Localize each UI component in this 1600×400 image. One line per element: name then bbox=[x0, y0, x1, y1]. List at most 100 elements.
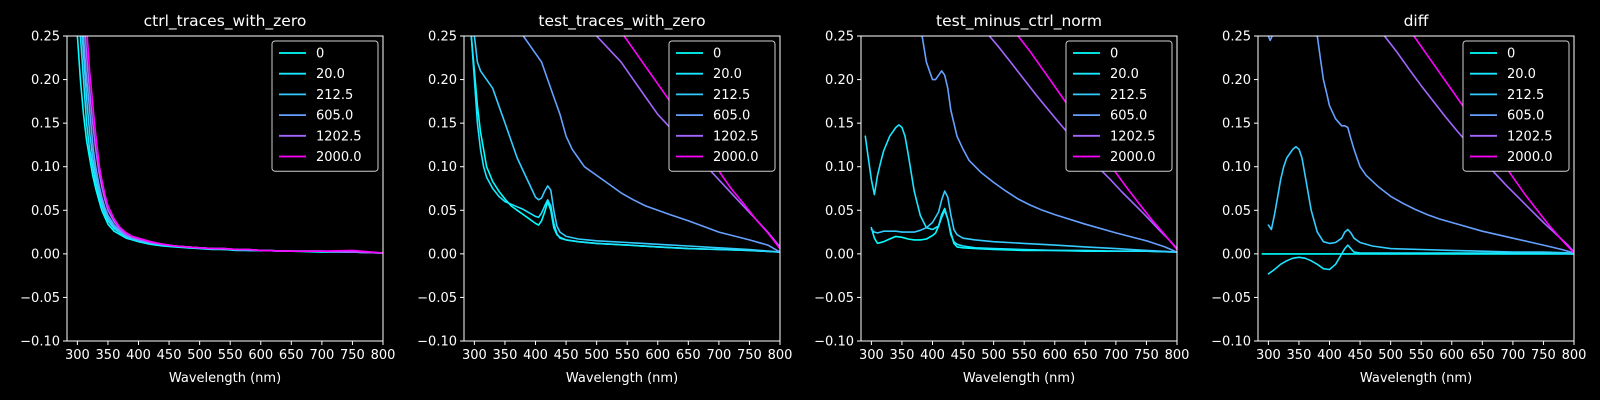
series-line-605.0 bbox=[522, 36, 780, 253]
plot-area bbox=[76, 36, 383, 254]
y-tick-label: 0.10 bbox=[1222, 160, 1251, 175]
x-tick-label: 500 bbox=[584, 348, 609, 363]
x-tick-label: 300 bbox=[859, 348, 884, 363]
y-tick-label: 0.00 bbox=[428, 247, 457, 262]
axes-frame bbox=[1257, 35, 1575, 342]
y-tick-label: 0.25 bbox=[31, 30, 60, 45]
y-tick-label: 0.25 bbox=[1222, 30, 1251, 45]
chart-title: ctrl_traces_with_zero bbox=[144, 12, 307, 31]
x-tick-label: 650 bbox=[1470, 348, 1495, 363]
x-axis-label: Wavelength (nm) bbox=[566, 371, 678, 386]
x-tick-label: 550 bbox=[218, 348, 243, 363]
y-tick-label: 0.25 bbox=[825, 30, 854, 45]
y-tick-label: 0.10 bbox=[428, 160, 457, 175]
y-tick-label: 0.05 bbox=[428, 204, 457, 219]
legend-label: 1202.5 bbox=[1110, 129, 1156, 144]
x-tick-label: 400 bbox=[523, 348, 548, 363]
x-tick-label: 700 bbox=[1500, 348, 1525, 363]
legend-label: 212.5 bbox=[1110, 88, 1147, 103]
legend-label: 212.5 bbox=[713, 88, 750, 103]
x-tick-label: 750 bbox=[737, 348, 762, 363]
y-tick-label: 0.15 bbox=[1222, 117, 1251, 132]
legend-label: 2000.0 bbox=[1507, 150, 1553, 165]
series-line-20.0 bbox=[1267, 244, 1574, 275]
axes-frame bbox=[66, 35, 384, 342]
chart-panel-3: 300 350 400 450 500 550 600 650 700 750 800 −0.10 −0… bbox=[814, 12, 1189, 386]
x-tick-label: 300 bbox=[65, 348, 90, 363]
series-line-20.0 bbox=[864, 124, 1177, 253]
y-tick-label: −0.10 bbox=[417, 335, 457, 350]
y-tick-label: 0.05 bbox=[825, 204, 854, 219]
legend-label: 20.0 bbox=[713, 67, 742, 82]
x-tick-label: 800 bbox=[1165, 348, 1190, 363]
y-tick-label: −0.10 bbox=[814, 335, 854, 350]
y-tick-label: −0.10 bbox=[20, 335, 60, 350]
legend-label: 605.0 bbox=[1507, 109, 1544, 124]
y-tick-label: −0.05 bbox=[20, 291, 60, 306]
legend-label: 2000.0 bbox=[316, 150, 362, 165]
y-tick-label: 0.00 bbox=[825, 247, 854, 262]
legend-label: 2000.0 bbox=[1110, 150, 1156, 165]
x-tick-label: 600 bbox=[1439, 348, 1464, 363]
x-tick-label: 400 bbox=[126, 348, 151, 363]
x-tick-label: 750 bbox=[340, 348, 365, 363]
series-line-605.0 bbox=[921, 36, 1177, 253]
x-tick-label: 450 bbox=[554, 348, 579, 363]
legend-label: 0 bbox=[316, 47, 324, 62]
legend-label: 0 bbox=[713, 47, 721, 62]
plot-area bbox=[1261, 36, 1574, 275]
x-tick-label: 350 bbox=[493, 348, 518, 363]
x-tick-label: 450 bbox=[1348, 348, 1373, 363]
series-line-212.5 bbox=[473, 36, 780, 253]
x-tick-label: 500 bbox=[1378, 348, 1403, 363]
x-tick-label: 600 bbox=[645, 348, 670, 363]
x-tick-label: 350 bbox=[96, 348, 121, 363]
legend-label: 605.0 bbox=[713, 109, 750, 124]
y-tick-label: −0.10 bbox=[1211, 335, 1251, 350]
series-line-605.0 bbox=[1267, 36, 1574, 254]
y-tick-label: 0.00 bbox=[31, 247, 60, 262]
legend-label: 0 bbox=[1110, 47, 1118, 62]
x-tick-label: 350 bbox=[890, 348, 915, 363]
legend-label: 1202.5 bbox=[316, 129, 362, 144]
x-tick-label: 400 bbox=[920, 348, 945, 363]
x-tick-label: 800 bbox=[768, 348, 793, 363]
legend-label: 212.5 bbox=[1507, 88, 1544, 103]
y-tick-label: −0.05 bbox=[814, 291, 854, 306]
x-tick-label: 600 bbox=[248, 348, 273, 363]
legend-label: 1202.5 bbox=[1507, 129, 1553, 144]
chart-title: test_traces_with_zero bbox=[538, 12, 705, 31]
x-tick-label: 300 bbox=[462, 348, 487, 363]
x-tick-label: 800 bbox=[371, 348, 396, 363]
chart-panel-4: 300 350 400 450 500 550 600 650 700 750 800 −0.10 −0… bbox=[1211, 12, 1586, 386]
legend: 0 20.0 212.5 605.0 1202.5 2000.0 bbox=[271, 40, 379, 172]
y-tick-label: 0.05 bbox=[1222, 204, 1251, 219]
legend: 0 20.0 212.5 605.0 1202.5 2000.0 bbox=[668, 40, 776, 172]
x-tick-label: 750 bbox=[1531, 348, 1556, 363]
chart-panel-1: 300 350 400 450 500 550 600 650 700 750 800 −0.10 −0… bbox=[20, 12, 395, 386]
legend-label: 605.0 bbox=[316, 109, 353, 124]
series-line-20.0 bbox=[470, 36, 780, 253]
x-axis-label: Wavelength (nm) bbox=[1360, 371, 1472, 386]
chart-title: diff bbox=[1404, 12, 1429, 30]
legend-label: 1202.5 bbox=[713, 129, 759, 144]
y-tick-label: 0.20 bbox=[1222, 73, 1251, 88]
x-tick-label: 400 bbox=[1317, 348, 1342, 363]
x-axis-label: Wavelength (nm) bbox=[963, 371, 1075, 386]
x-tick-label: 450 bbox=[951, 348, 976, 363]
x-tick-label: 550 bbox=[1012, 348, 1037, 363]
legend-label: 605.0 bbox=[1110, 109, 1147, 124]
y-tick-label: 0.15 bbox=[428, 117, 457, 132]
plot-area bbox=[864, 36, 1177, 253]
series-line-212.5 bbox=[870, 190, 1177, 253]
y-tick-label: −0.05 bbox=[417, 291, 457, 306]
x-tick-label: 700 bbox=[1103, 348, 1128, 363]
x-tick-label: 550 bbox=[1409, 348, 1434, 363]
series-line-0 bbox=[870, 207, 1177, 253]
x-tick-label: 450 bbox=[157, 348, 182, 363]
legend-label: 20.0 bbox=[1507, 67, 1536, 82]
x-tick-label: 650 bbox=[1073, 348, 1098, 363]
x-tick-label: 550 bbox=[615, 348, 640, 363]
x-tick-label: 750 bbox=[1134, 348, 1159, 363]
y-tick-label: 0.20 bbox=[31, 73, 60, 88]
